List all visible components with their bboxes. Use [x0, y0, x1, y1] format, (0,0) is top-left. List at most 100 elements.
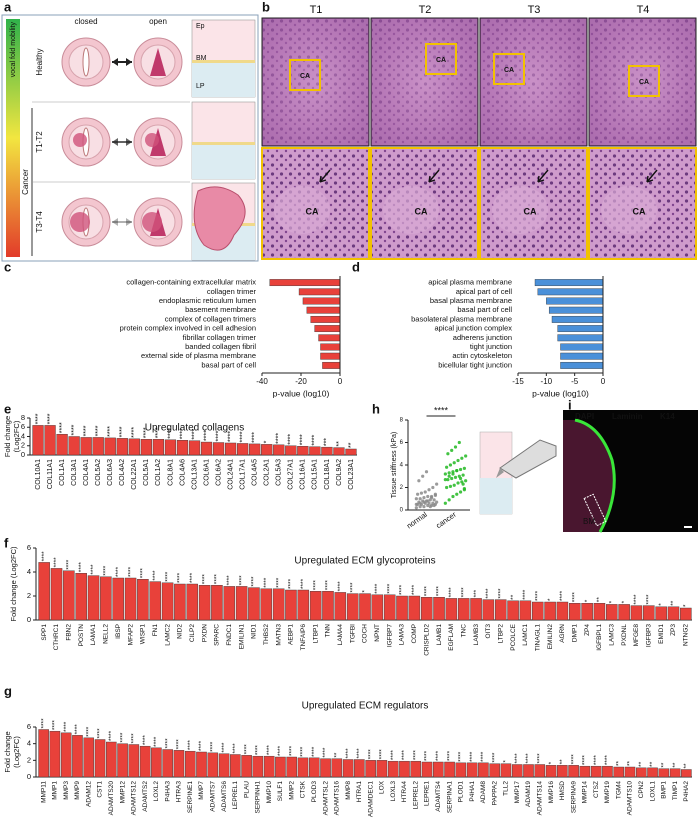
significance: **** [214, 574, 221, 585]
category-label: fibrillar collagen trimer [183, 333, 257, 342]
bar [249, 443, 261, 456]
x-tick-label: NID2 [177, 624, 184, 639]
bar [557, 334, 604, 342]
bar [590, 765, 602, 778]
data-point [451, 472, 455, 476]
bar [466, 762, 478, 778]
significance: **** [263, 577, 270, 588]
bar [635, 767, 647, 778]
region-label: CA [306, 206, 319, 216]
x-tick-label: CRISPLD2 [423, 624, 430, 656]
x-tick-label: COL5A1 [143, 459, 150, 486]
significance: **** [325, 580, 332, 591]
data-point [458, 467, 463, 472]
x-tick-label: HTRA4 [401, 781, 408, 803]
x-tick-label: LTBP1 [312, 624, 319, 644]
bar [433, 597, 445, 621]
significance: **** [131, 427, 138, 438]
significance: **** [300, 578, 307, 589]
tumor [145, 133, 159, 147]
x-tick-label: LEPREL2 [412, 781, 419, 810]
category-label: banded collagen fibril [185, 342, 256, 351]
significance: **** [189, 572, 196, 583]
y-axis-label: Fold change [3, 416, 12, 457]
significance: **** [349, 582, 356, 593]
stain-label: K14 [660, 412, 675, 421]
bar [647, 767, 658, 778]
tumor-nest [601, 186, 657, 234]
histology-texture [481, 19, 586, 145]
bar [581, 603, 593, 621]
x-tick-label: WISP1 [140, 624, 147, 645]
bm-box [583, 493, 607, 527]
bar [507, 600, 519, 621]
x-tick-label: ADAMTS10 [627, 781, 634, 816]
x-tick-label: CILP2 [189, 624, 196, 642]
significance: **** [187, 740, 194, 751]
x-tick-label: LAMA4 [337, 624, 344, 646]
x-tick-label: ADAMTS14 [536, 781, 543, 816]
significance: **** [167, 428, 174, 439]
bar [624, 766, 636, 778]
significance: **** [390, 750, 397, 761]
bar [408, 595, 421, 621]
x-tick-label: ADAMTS4 [435, 781, 442, 812]
panel-label: d [352, 259, 360, 274]
panel-label: f [4, 535, 9, 550]
region-label: CA [524, 206, 537, 216]
x-tick-label: HMSD [559, 781, 566, 800]
data-point [456, 481, 460, 485]
x-tick-label: TGM4 [615, 781, 622, 799]
category-label: basal plasma membrane [430, 296, 512, 305]
bar [60, 732, 72, 778]
bar [551, 315, 604, 323]
x-tick-label: LTBP2 [497, 624, 504, 644]
significance: **** [226, 575, 233, 586]
bar [162, 749, 173, 778]
significance: **** [243, 744, 250, 755]
bar [387, 760, 399, 778]
data-point [421, 474, 425, 478]
significance: **** [345, 748, 352, 759]
bar [606, 604, 618, 621]
significance: **** [322, 747, 329, 758]
cantilever [499, 439, 557, 479]
bar [235, 586, 248, 621]
significance: ** [336, 441, 343, 447]
category-label: apical junction complex [434, 324, 512, 333]
data-point [426, 499, 430, 503]
data-point [458, 476, 463, 481]
significance: ** [649, 761, 656, 767]
bar [630, 605, 643, 621]
significance: **** [238, 575, 245, 586]
significance: *** [324, 438, 331, 446]
category-label: basolateral plasma membrane [411, 314, 512, 323]
bar [410, 760, 422, 778]
x-tick-label: 0 [601, 377, 606, 386]
x-tick-label: P4HA3 [164, 781, 171, 802]
glottis-closed [82, 47, 90, 77]
x-tick-label: LAMC3 [609, 624, 616, 646]
bar [100, 576, 112, 621]
layer-label: Ep [196, 23, 205, 30]
data-point [464, 454, 468, 458]
x-tick-label: LAMA3 [399, 624, 406, 646]
data-point [443, 501, 447, 505]
bar [224, 442, 237, 456]
bar [241, 755, 252, 778]
bar [173, 750, 185, 778]
significance: **** [221, 742, 228, 753]
bar [376, 760, 388, 778]
bar [478, 762, 489, 778]
data-point [422, 505, 426, 509]
bar [83, 737, 95, 778]
bar [322, 591, 334, 621]
x-tick-label: SPP1 [41, 624, 48, 641]
significance: **** [288, 578, 295, 589]
significance: **** [458, 751, 465, 762]
significance: ** [661, 762, 668, 768]
x-tick-label: normal [405, 510, 429, 531]
bar [557, 765, 568, 778]
significance: **** [164, 571, 171, 582]
significance: **** [367, 749, 374, 760]
